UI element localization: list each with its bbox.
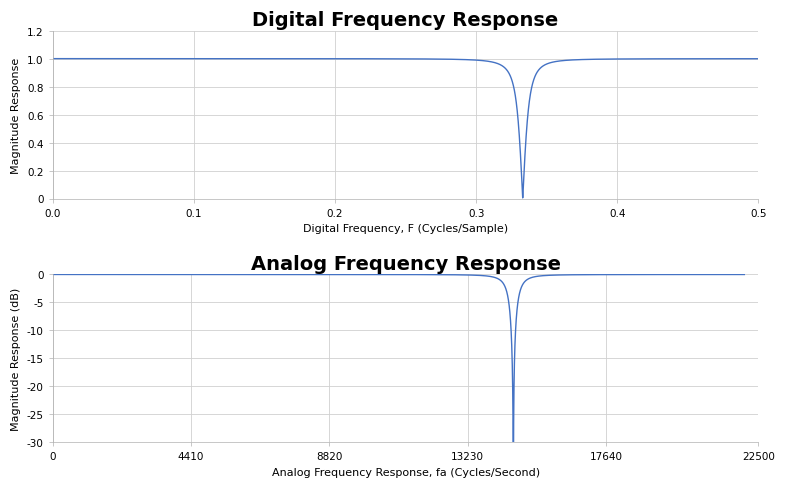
Y-axis label: Magnitude Response (dB): Magnitude Response (dB) bbox=[11, 287, 21, 430]
X-axis label: Analog Frequency Response, fa (Cycles/Second): Analog Frequency Response, fa (Cycles/Se… bbox=[271, 467, 540, 477]
Y-axis label: Magnitude Response: Magnitude Response bbox=[12, 58, 21, 173]
Title: Digital Frequency Response: Digital Frequency Response bbox=[252, 11, 559, 30]
Title: Analog Frequency Response: Analog Frequency Response bbox=[251, 254, 560, 273]
X-axis label: Digital Frequency, F (Cycles/Sample): Digital Frequency, F (Cycles/Sample) bbox=[303, 224, 508, 234]
